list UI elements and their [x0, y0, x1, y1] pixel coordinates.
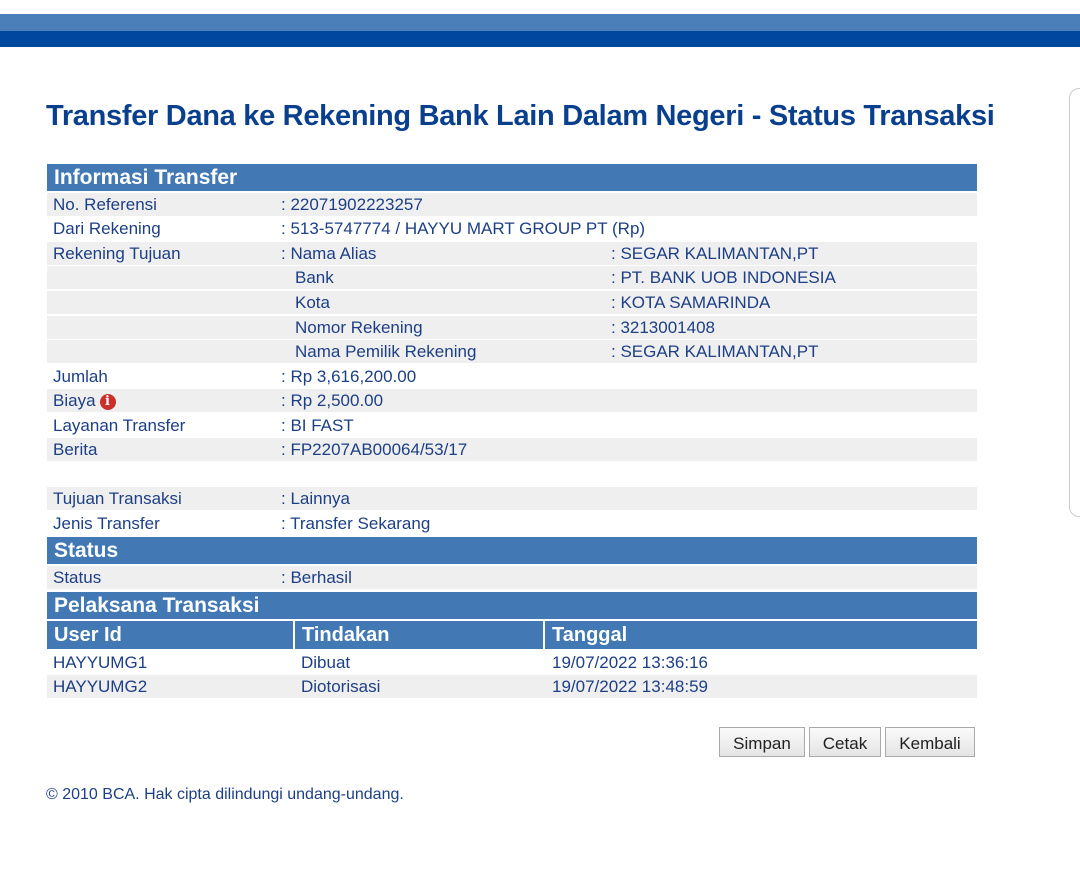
value: : 513-5747774 / HAYYU MART GROUP PT (Rp): [281, 219, 646, 238]
status-value: : Berhasil: [281, 568, 352, 587]
column-header-tanggal: Tanggal: [545, 621, 977, 649]
label: Tujuan Transaksi: [53, 489, 182, 508]
value: : FP2207AB00064/53/17: [281, 440, 468, 459]
row-pemilik: Nama Pemilik Rekening : SEGAR KALIMANTAN,…: [47, 340, 977, 363]
value: : 22071902223257: [281, 195, 423, 214]
tindakan: Diotorisasi: [301, 677, 381, 696]
tanggal: 19/07/2022 13:36:16: [552, 653, 708, 672]
sublabel: Kota: [295, 293, 330, 312]
scrollbar[interactable]: [1069, 88, 1080, 517]
row-jumlah: Jumlah : Rp 3,616,200.00: [47, 365, 977, 388]
tindakan: Dibuat: [301, 653, 351, 672]
row-status: Status : Berhasil: [47, 566, 977, 589]
value: : KOTA SAMARINDA: [611, 293, 771, 312]
sublabel: Nomor Rekening: [295, 318, 423, 337]
value: : Transfer Sekarang: [281, 514, 431, 533]
user-id: HAYYUMG1: [53, 653, 148, 672]
cetak-button[interactable]: Cetak: [809, 727, 881, 757]
row-jenis: Jenis Transfer : Transfer Sekarang: [47, 512, 977, 535]
column-header-user: User Id: [47, 621, 293, 649]
label: Jenis Transfer: [53, 514, 160, 533]
label: Biaya: [53, 391, 96, 410]
label: Layanan Transfer: [53, 416, 186, 435]
label: Berita: [53, 440, 98, 459]
value: : PT. BANK UOB INDONESIA: [611, 268, 836, 287]
top-bar: [0, 14, 1080, 31]
value: : BI FAST: [281, 416, 354, 435]
row-bank: Bank : PT. BANK UOB INDONESIA: [47, 266, 977, 289]
row-layanan: Layanan Transfer : BI FAST: [47, 414, 977, 437]
label: Status: [53, 568, 102, 587]
footer-copyright: © 2010 BCA. Hak cipta dilindungi undang-…: [46, 786, 404, 803]
top-bar-dark: [0, 31, 1080, 47]
value: : SEGAR KALIMANTAN,PT: [611, 244, 819, 263]
value: : 3213001408: [611, 318, 715, 337]
section-header-info: Informasi Transfer: [47, 164, 977, 191]
section-header-status: Status: [47, 537, 977, 564]
label: No. Referensi: [53, 195, 157, 214]
table-row: HAYYUMG1 Dibuat 19/07/2022 13:36:16: [47, 651, 977, 674]
sublabel: Bank: [295, 268, 334, 287]
row-kota: Kota : KOTA SAMARINDA: [47, 291, 977, 314]
user-id: HAYYUMG2: [53, 677, 148, 696]
simpan-button[interactable]: Simpan: [719, 727, 805, 757]
section-header-pelaksana: Pelaksana Transaksi: [47, 592, 977, 619]
value: : Rp 3,616,200.00: [281, 367, 417, 386]
row-tujuan-transaksi: Tujuan Transaksi : Lainnya: [47, 487, 977, 510]
row-tujuan: Rekening Tujuan : Nama Alias : SEGAR KALIM…: [47, 242, 977, 265]
row-nomor: Nomor Rekening : 3213001408: [47, 316, 977, 339]
row-referensi: No. Referensi : 22071902223257: [47, 193, 977, 216]
row-dari: Dari Rekening : 513-5747774 / HAYYU MART …: [47, 217, 977, 240]
value: : Lainnya: [281, 489, 350, 508]
page-title: Transfer Dana ke Rekening Bank Lain Dala…: [46, 100, 995, 132]
label: Dari Rekening: [53, 219, 161, 238]
info-icon[interactable]: i: [99, 394, 116, 410]
label: Jumlah: [53, 367, 108, 386]
row-biaya: Biaya i : Rp 2,500.00: [47, 389, 977, 412]
tanggal: 19/07/2022 13:48:59: [552, 677, 708, 696]
table-row: HAYYUMG2 Diotorisasi 19/07/2022 13:48:59: [47, 675, 977, 698]
sublabel: : Nama Alias: [281, 244, 377, 263]
sublabel: Nama Pemilik Rekening: [295, 342, 477, 361]
column-header-tindakan: Tindakan: [295, 621, 543, 649]
row-berita: Berita : FP2207AB00064/53/17: [47, 438, 977, 461]
value: : SEGAR KALIMANTAN,PT: [611, 342, 819, 361]
value: : Rp 2,500.00: [281, 391, 384, 410]
label: Rekening Tujuan: [53, 244, 181, 263]
kembali-button[interactable]: Kembali: [885, 727, 975, 757]
